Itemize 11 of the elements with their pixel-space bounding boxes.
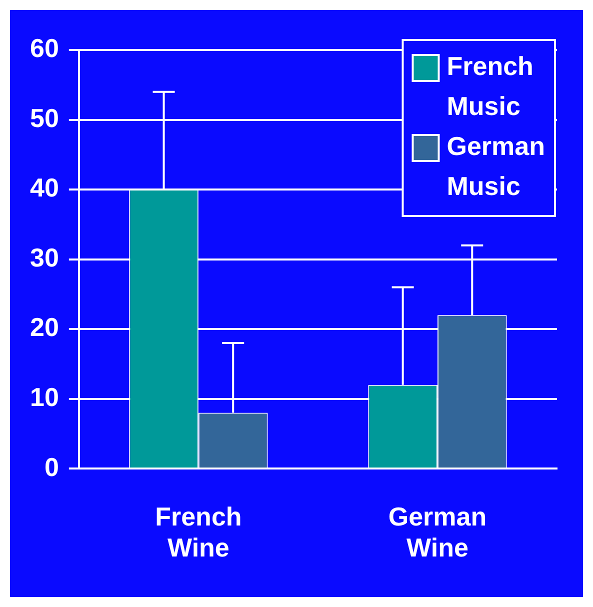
y-tick-label: 30 — [30, 242, 59, 272]
y-tick-label: 40 — [30, 172, 59, 203]
y-tick-label: 10 — [30, 382, 59, 412]
y-tick-label: 20 — [30, 312, 59, 342]
x-tick-label: German Wine — [388, 501, 487, 563]
legend-label: German Music — [446, 131, 546, 202]
y-tick-label: 0 — [44, 452, 59, 482]
y-tick-label: 60 — [30, 33, 59, 64]
y-tick-label: 50 — [30, 102, 59, 133]
legend-label: French Music — [446, 51, 534, 122]
x-tick-label: French Wine — [155, 501, 242, 563]
